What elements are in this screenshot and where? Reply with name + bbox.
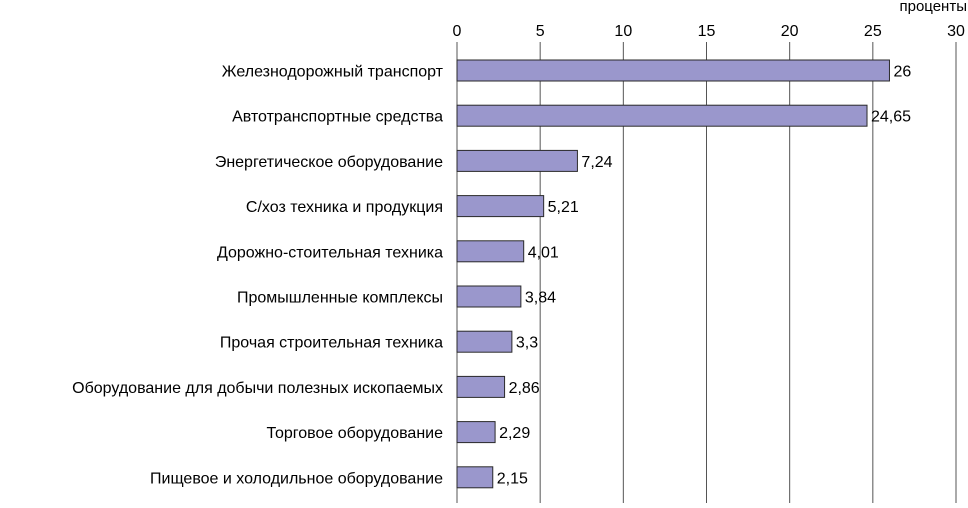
bar [456, 240, 525, 263]
value-label: 2,86 [509, 380, 540, 397]
bar [456, 59, 890, 82]
category-label: Промышленные комплексы [237, 290, 443, 307]
bar [456, 466, 494, 489]
category-label: Прочая строительная техника [220, 335, 443, 352]
x-tick-label: 15 [698, 23, 716, 40]
bar [456, 149, 578, 172]
bars-layer [456, 59, 890, 489]
x-tick-label: 20 [781, 23, 799, 40]
value-label: 5,21 [548, 199, 579, 216]
value-label: 3,84 [525, 290, 556, 307]
labels-layer: проценты 0 5 10 15 20 25 30 Железнодорожный тра… [72, 0, 967, 487]
value-label: 2,15 [497, 470, 528, 487]
category-label: Автотранспортные средства [232, 109, 443, 126]
category-label: С/хоз техника и продукция [246, 199, 443, 216]
value-label: 24,65 [871, 109, 911, 126]
value-label: 4,01 [528, 244, 559, 261]
value-label: 3,3 [516, 335, 538, 352]
category-label: Железнодорожный транспорт [222, 64, 444, 81]
value-label: 7,24 [581, 154, 612, 171]
x-tick-label: 25 [864, 23, 882, 40]
value-label: 26 [893, 64, 911, 81]
x-tick-label: 30 [947, 23, 965, 40]
x-tick-label: 10 [614, 23, 632, 40]
category-label: Торговое оборудование [266, 425, 443, 442]
x-tick-label: 0 [453, 23, 462, 40]
x-tick-label: 5 [536, 23, 545, 40]
bar [456, 330, 513, 353]
value-label: 2,29 [499, 425, 530, 442]
bar [456, 421, 496, 444]
category-label: Дорожно-стоительная техника [217, 244, 443, 261]
bar [456, 104, 868, 127]
bar [456, 285, 522, 308]
axis-unit-label: проценты [899, 0, 967, 15]
category-label: Пищевое и холодильное оборудование [150, 470, 443, 487]
category-label: Оборудование для добычи полезных ископае… [72, 380, 443, 397]
category-label: Энергетическое оборудование [215, 154, 443, 171]
bar [456, 195, 545, 218]
bar [456, 375, 506, 398]
